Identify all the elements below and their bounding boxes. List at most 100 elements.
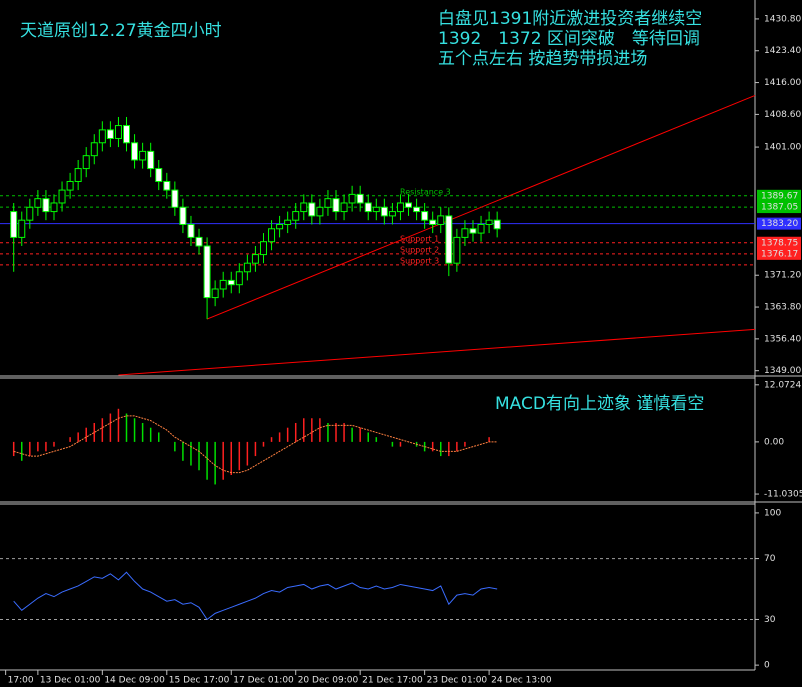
x-tick-label: 13 Dec 01:00: [40, 676, 101, 686]
candle-body: [58, 189, 66, 204]
level-label-box: [757, 189, 801, 202]
candle-body: [493, 219, 501, 230]
level-label: 1376.17: [761, 249, 798, 259]
level-label-box: [757, 217, 801, 230]
candle-body: [139, 150, 147, 161]
y-tick-label: 1371.20: [764, 271, 801, 281]
candle-body: [437, 215, 445, 225]
candle-body: [316, 206, 324, 217]
candle-body: [66, 180, 74, 191]
annotation: MACD有向上迹象 谨慎看空: [495, 394, 704, 414]
candle-body: [74, 168, 82, 182]
y-tick-label: 0.00: [764, 437, 784, 447]
trend-line: [206, 95, 756, 320]
x-tick-label: 17:00: [8, 676, 34, 686]
candle-body: [396, 202, 404, 213]
y-tick-label: 100: [764, 508, 781, 518]
candle-body: [187, 223, 195, 238]
candle-body: [485, 219, 493, 225]
x-tick-label: 20 Dec 09:00: [298, 676, 359, 686]
candle-body: [219, 279, 227, 290]
y-tick-label: 1363.80: [764, 303, 801, 313]
y-tick-label: 0: [764, 661, 770, 671]
y-tick-label: 30: [764, 615, 776, 625]
candle-body: [26, 206, 34, 221]
candle-body: [477, 223, 485, 234]
candle-body: [469, 228, 477, 234]
y-tick-label: 1349.00: [764, 366, 801, 376]
x-tick-label: 24 Dec 13:00: [491, 676, 552, 686]
y-tick-label: 1408.60: [764, 110, 801, 120]
candle-body: [179, 206, 187, 225]
candle-body: [405, 202, 413, 208]
annotation: 1392 1372 区间突破 等待回调: [438, 29, 700, 49]
signal-line: [13, 415, 498, 474]
candle-body: [131, 142, 139, 161]
candle-body: [429, 219, 437, 225]
candle-body: [292, 211, 300, 221]
y-tick-label: 12.0724: [764, 380, 801, 390]
candle-body: [10, 211, 18, 238]
candle-body: [211, 288, 219, 299]
candle-body: [276, 223, 284, 230]
candle-body: [284, 219, 292, 225]
chart-title: 天道原创12.27黄金四小时: [20, 21, 222, 41]
level-label-box: [757, 236, 801, 249]
candle-body: [453, 236, 461, 264]
candle-body: [324, 198, 332, 208]
y-tick-label: 1416.00: [764, 78, 801, 88]
candle-body: [18, 219, 26, 238]
x-tick-label: 15 Dec 17:00: [169, 676, 230, 686]
candle-body: [348, 193, 356, 204]
candle-body: [461, 228, 469, 238]
annotation: 五个点左右 按趋势带损进场: [438, 49, 647, 69]
level-label: 1387.05: [761, 203, 798, 213]
candle-body: [90, 142, 98, 157]
y-tick-label: 1356.40: [764, 334, 801, 344]
candle-body: [251, 254, 259, 264]
candle-body: [380, 206, 388, 217]
level-name: Support 3: [400, 256, 439, 265]
x-tick-label: 23 Dec 01:00: [427, 676, 488, 686]
candle-body: [195, 236, 203, 247]
candle-body: [340, 202, 348, 213]
candle-body: [421, 211, 429, 221]
candle-body: [364, 202, 372, 213]
candle-body: [388, 211, 396, 217]
trend-line: [118, 328, 756, 376]
y-tick-label: 70: [764, 554, 776, 564]
candle-body: [243, 262, 251, 273]
candle-body: [445, 215, 453, 264]
candle-body: [123, 125, 131, 144]
level-name: Resistance 3: [400, 187, 451, 196]
candle-body: [50, 202, 58, 213]
candle-body: [372, 206, 380, 213]
y-tick-label: -11.0305: [764, 490, 802, 500]
candle-body: [163, 180, 171, 191]
candle-body: [42, 198, 50, 213]
candle-body: [82, 155, 90, 170]
y-tick-label: 1401.00: [764, 143, 801, 153]
level-name: Support 1: [400, 234, 439, 243]
level-label-box: [757, 201, 801, 214]
candle-body: [171, 189, 179, 208]
oscillator-line: [13, 571, 498, 621]
level-label: 1389.67: [761, 191, 798, 201]
level-label: 1383.20: [761, 219, 798, 229]
candle-body: [114, 125, 122, 139]
level-label: 1378.75: [761, 238, 798, 248]
x-tick-label: 21 Dec 17:00: [362, 676, 423, 686]
x-tick-label: 14 Dec 09:00: [104, 676, 165, 686]
level-name: Support 2: [400, 245, 439, 254]
x-tick-label: 17 Dec 01:00: [233, 676, 294, 686]
candle-body: [332, 198, 340, 213]
candle-body: [106, 129, 114, 139]
candle-body: [259, 241, 267, 256]
candle-body: [227, 279, 235, 286]
candle-body: [268, 228, 276, 243]
annotation: 白盘见1391附近激进投资者继续空: [438, 9, 702, 29]
candle-body: [356, 193, 364, 204]
candle-body: [308, 202, 316, 217]
